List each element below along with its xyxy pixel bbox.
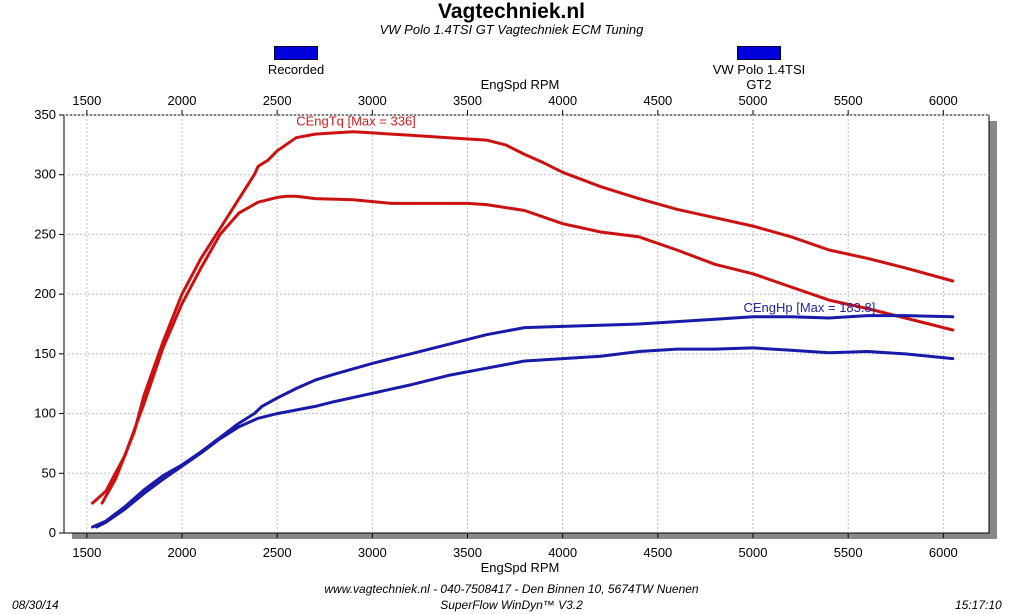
footer-time: 15:17:10 [955, 598, 1002, 612]
y-tick-label: 50 [42, 465, 56, 480]
page-title: Vagtechniek.nl [437, 0, 586, 23]
footer-software: SuperFlow WinDyn™ V3.2 [440, 598, 583, 612]
y-tick-label: 100 [34, 406, 56, 421]
x-tick-label-top: 1500 [72, 93, 101, 108]
series-line-3 [94, 346, 955, 529]
plot-area [63, 114, 990, 534]
x-axis-label-top: EngSpd RPM [481, 77, 560, 92]
legend-item-recorded[interactable]: Recorded [246, 46, 346, 77]
y-tick-label: 250 [34, 226, 56, 241]
y-tick-label: 150 [34, 346, 56, 361]
series-line-1 [91, 194, 955, 505]
x-tick-label-top: 4000 [548, 93, 577, 108]
x-tick-label-bottom: 5500 [834, 545, 863, 560]
x-tick-label-bottom: 6000 [929, 545, 958, 560]
y-tick-label: 0 [49, 525, 56, 540]
legend-label-recorded: Recorded [267, 62, 325, 77]
x-tick-label-bottom: 2500 [263, 545, 292, 560]
y-tick-label: 200 [34, 286, 56, 301]
x-tick-label-top: 3500 [453, 93, 482, 108]
axis-ticks: 0 50 100 150 200 250 300 350 1500 1500 2000 2000 250… [34, 93, 957, 560]
x-tick-label-top: 2500 [263, 93, 292, 108]
legend-item-polo-gt2[interactable]: VW Polo 1.4TSI GT2 [704, 46, 814, 92]
annotation-1: CEngHp [Max = 183.8] [743, 300, 875, 315]
page-subtitle: VW Polo 1.4TSI GT Vagtechniek ECM Tuning [379, 22, 644, 37]
x-tick-label-bottom: 1500 [72, 545, 101, 560]
x-tick-label-top: 2000 [168, 93, 197, 108]
annotation-0: CEngTq [Max = 336] [296, 114, 416, 129]
x-tick-label-top: 6000 [929, 93, 958, 108]
annotations: CEngTq [Max = 336] CEngHp [Max = 183.8] [296, 114, 875, 315]
legend-swatch-recorded [274, 46, 318, 60]
x-tick-label-bottom: 4000 [548, 545, 577, 560]
x-tick-label-top: 4500 [643, 93, 672, 108]
series-lines [91, 130, 955, 529]
x-tick-label-top: 5000 [739, 93, 768, 108]
x-tick-label-bottom: 4500 [643, 545, 672, 560]
grid [64, 114, 989, 533]
y-tick-label: 350 [34, 107, 56, 122]
x-tick-label-bottom: 2000 [168, 545, 197, 560]
series-line-0 [100, 130, 955, 505]
footer-date: 08/30/14 [12, 598, 59, 612]
x-tick-label-top: 3000 [358, 93, 387, 108]
x-tick-label-top: 5500 [834, 93, 863, 108]
x-tick-label-bottom: 3500 [453, 545, 482, 560]
legend-swatch-polo-gt2 [737, 46, 781, 60]
x-tick-label-bottom: 3000 [358, 545, 387, 560]
y-tick-label: 300 [34, 167, 56, 182]
x-tick-label-bottom: 5000 [739, 545, 768, 560]
legend-label-polo-gt2: VW Polo 1.4TSI GT2 [712, 62, 806, 92]
footer-address: www.vagtechniek.nl - 040-7508417 - Den B… [324, 582, 699, 596]
x-axis-label-bottom: EngSpd RPM [481, 560, 560, 575]
